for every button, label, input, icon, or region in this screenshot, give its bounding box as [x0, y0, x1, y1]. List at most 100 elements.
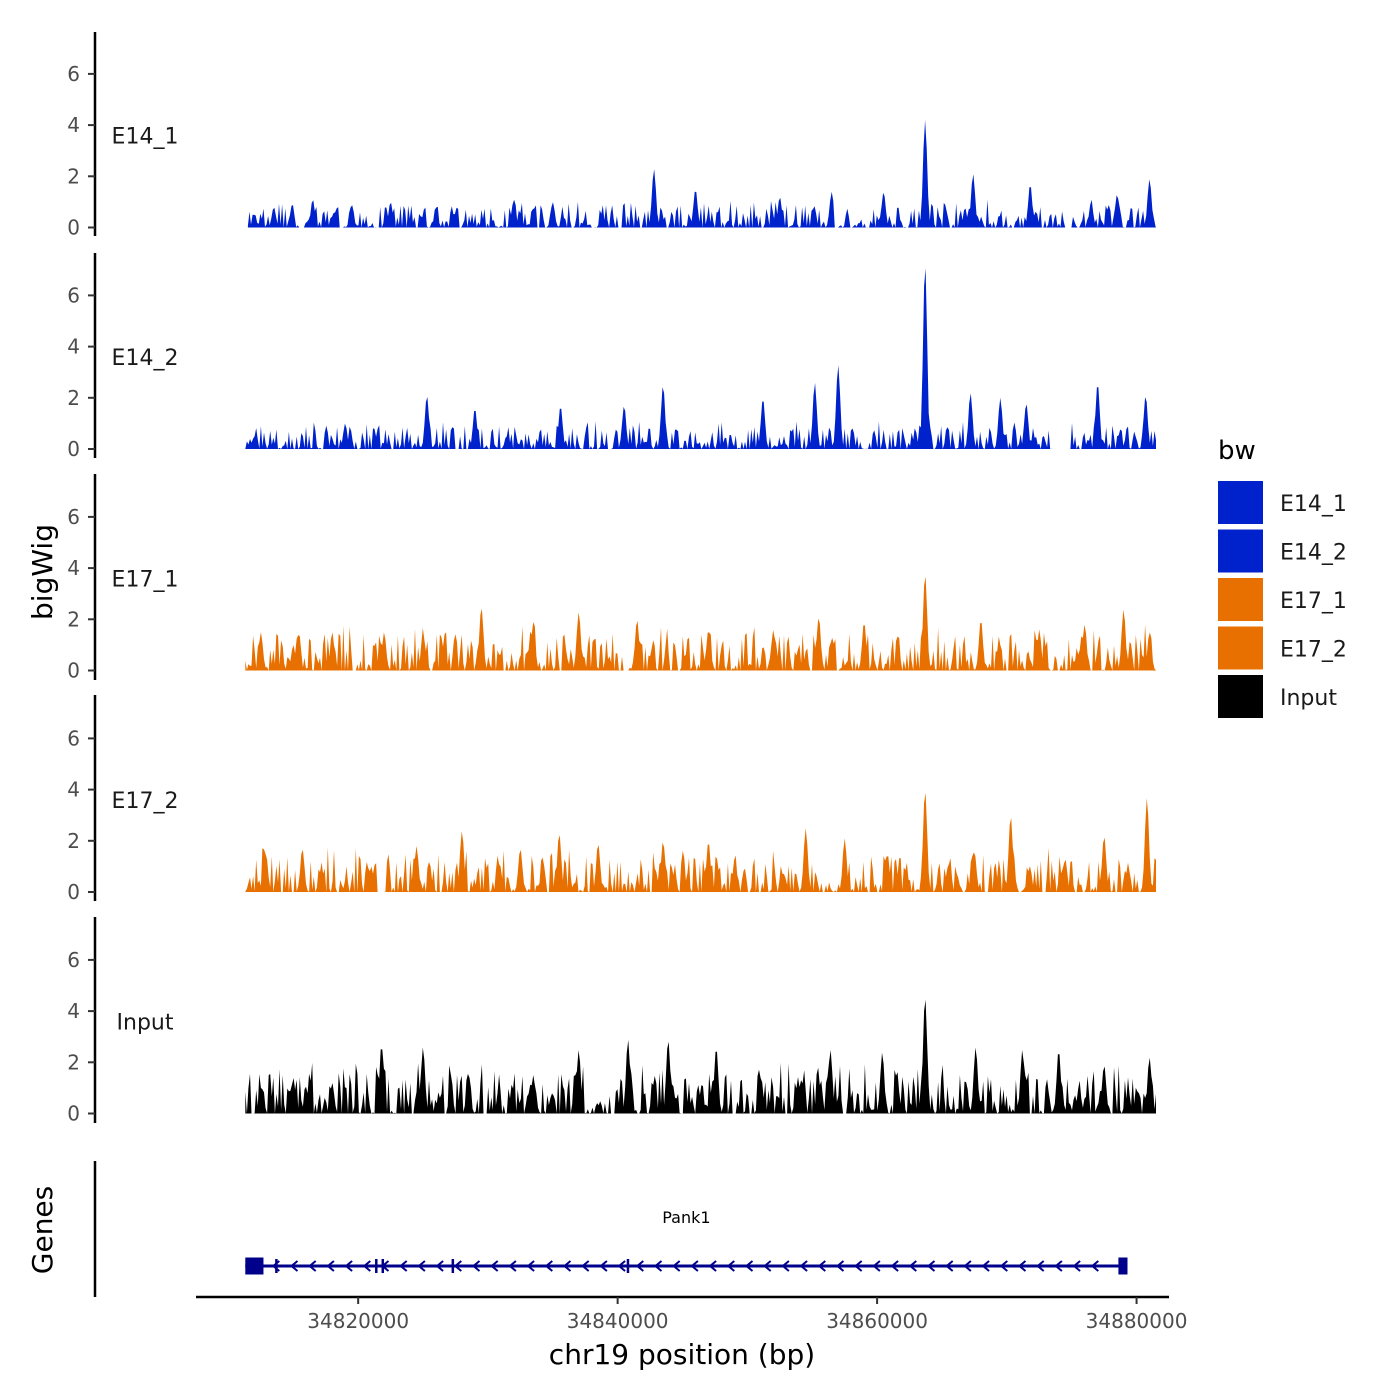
track-e14-1: 0 2 4 6 E14_1: [67, 32, 1156, 240]
strand-arrow: [690, 1260, 699, 1272]
genes-axis-title: Genes: [26, 1186, 59, 1274]
y-axis-title: bigWig: [26, 524, 59, 620]
strand-arrow: [326, 1260, 335, 1272]
legend-swatch-e14-2: [1218, 529, 1263, 573]
gene-exon: [275, 1259, 278, 1273]
legend-label-input: Input: [1280, 686, 1337, 711]
strand-arrow: [562, 1260, 572, 1272]
strand-arrow: [544, 1260, 553, 1272]
y-tick-label: 2: [67, 829, 80, 853]
x-axis: 34820000 34840000 34860000 34880000: [196, 1295, 1188, 1333]
strand-arrow: [799, 1260, 808, 1272]
strand-arrow: [1017, 1260, 1027, 1272]
y-tick-label: 0: [67, 216, 80, 240]
strand-arrow: [926, 1260, 936, 1272]
track-input: 0 2 4 6 Input: [67, 917, 1157, 1126]
y-tick-label: 0: [67, 880, 80, 904]
strand-arrow: [1090, 1260, 1099, 1272]
gene-exon: [1118, 1257, 1128, 1275]
signal-area-e17-2: [245, 793, 1157, 892]
strand-arrow: [417, 1260, 426, 1272]
strand-arrow: [708, 1260, 717, 1272]
track-e17-1: 0 2 4 6 E17_1: [67, 474, 1157, 683]
strand-arrow: [726, 1260, 735, 1272]
strand-arrow: [781, 1260, 790, 1272]
strand-arrow: [289, 1260, 299, 1272]
strand-arrow: [817, 1260, 826, 1272]
y-tick-label: 2: [67, 386, 80, 410]
strand-arrow: [835, 1260, 845, 1272]
x-tick-label: 34820000: [307, 1309, 409, 1333]
y-tick-label: 0: [67, 659, 80, 683]
legend-swatch-e14-1: [1218, 481, 1263, 524]
y-tick-label: 6: [67, 505, 80, 529]
strand-arrow: [763, 1260, 772, 1272]
y-tick-label: 2: [67, 1050, 80, 1074]
strand-arrow: [1072, 1260, 1081, 1272]
legend-swatch-e17-2: [1218, 626, 1263, 670]
strand-arrow: [981, 1260, 990, 1272]
strand-arrow: [908, 1260, 917, 1272]
legend-swatch-e17-1: [1218, 578, 1263, 621]
y-tick-label: 2: [67, 164, 80, 188]
strand-arrow: [963, 1260, 972, 1272]
y-tick-label: 4: [67, 335, 80, 359]
gene-exon: [245, 1257, 264, 1275]
track-label: E17_1: [112, 567, 179, 592]
strand-arrow: [399, 1260, 408, 1272]
x-axis-title: chr19 position (bp): [549, 1338, 815, 1371]
legend-title: bw: [1218, 436, 1256, 466]
y-tick-label: 6: [67, 283, 80, 307]
signal-area-e17-1: [245, 576, 1157, 671]
gene-exon: [381, 1259, 385, 1273]
tracks-layer: 0 2 4 6 E14_1 0 2 4 6 E14_2 0 2 4 6 E17_1 0 2 4 6 E17_2 0 2 4 6…: [67, 32, 1157, 1126]
strand-arrow: [471, 1260, 481, 1272]
y-tick-label: 6: [67, 948, 80, 972]
y-tick-label: 6: [67, 726, 80, 750]
x-tick-label: 34860000: [826, 1309, 928, 1333]
strand-arrow: [453, 1260, 462, 1272]
strand-arrow: [1054, 1260, 1063, 1272]
gene-exon: [451, 1259, 455, 1273]
track-label: Input: [117, 1010, 174, 1035]
y-tick-label: 4: [67, 556, 80, 580]
legend-swatch-input: [1218, 675, 1263, 718]
strand-arrow: [653, 1260, 663, 1272]
strand-arrow: [744, 1260, 754, 1272]
strand-arrow: [999, 1260, 1008, 1272]
strand-arrow: [890, 1260, 899, 1272]
strand-arrow: [635, 1260, 644, 1272]
strand-arrow: [508, 1260, 517, 1272]
y-tick-label: 4: [67, 999, 80, 1023]
track-label: E14_1: [112, 124, 179, 149]
y-tick-label: 6: [67, 62, 80, 86]
strand-arrow: [308, 1260, 317, 1272]
strand-arrow: [1036, 1260, 1045, 1272]
strand-arrow: [854, 1260, 863, 1272]
strand-arrow: [581, 1260, 590, 1272]
strand-arrow: [599, 1260, 608, 1272]
strand-arrow: [526, 1260, 535, 1272]
track-e14-2: 0 2 4 6 E14_2: [67, 253, 1157, 461]
strand-arrow: [344, 1260, 353, 1272]
legend-label-e17-1: E17_1: [1280, 589, 1347, 614]
strand-arrow: [672, 1260, 681, 1272]
legend-entries: E14_1 E14_2 E17_1 E17_2 Input: [1218, 481, 1347, 718]
strand-arrow: [435, 1260, 444, 1272]
strand-arrow: [362, 1260, 371, 1272]
signal-area-e14-2: [245, 268, 1157, 449]
y-tick-label: 4: [67, 778, 80, 802]
track-label: E14_2: [112, 346, 179, 371]
x-tick-label: 34840000: [567, 1309, 669, 1333]
gene-name-label: Pank1: [662, 1208, 710, 1227]
strand-arrow: [872, 1260, 881, 1272]
legend-label-e17-2: E17_2: [1280, 638, 1347, 663]
gene-exon: [626, 1259, 630, 1273]
x-tick-label: 34880000: [1086, 1309, 1188, 1333]
legend: bw E14_1 E14_2 E17_1 E17_2 Input: [1218, 436, 1347, 718]
y-tick-label: 0: [67, 1102, 80, 1126]
strand-arrow: [617, 1260, 626, 1272]
gene-track: Pank1: [93, 1161, 1128, 1297]
